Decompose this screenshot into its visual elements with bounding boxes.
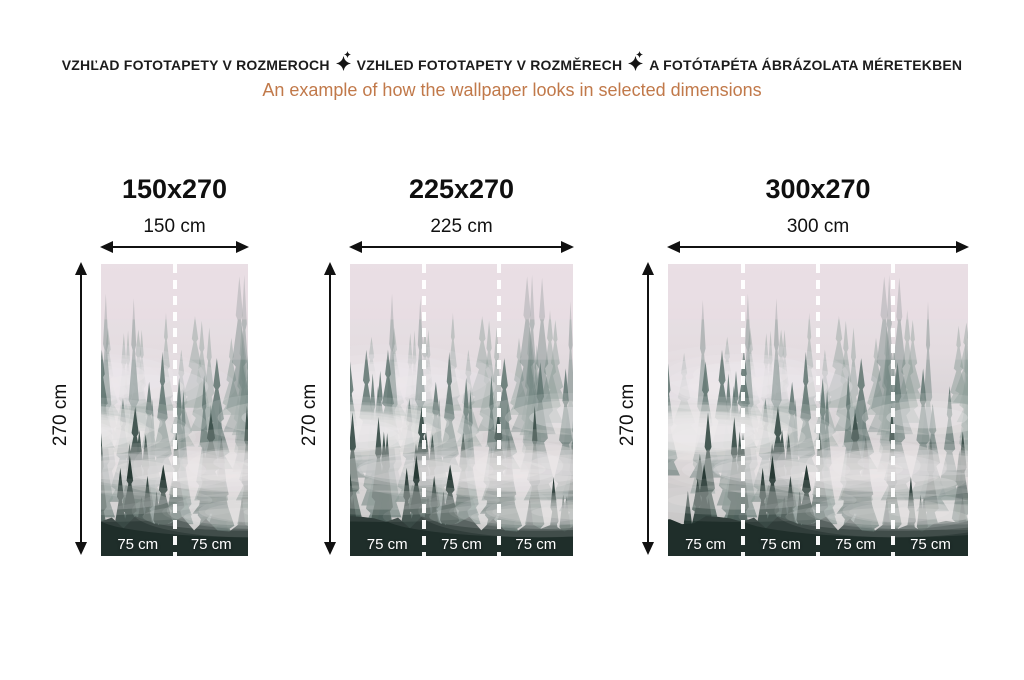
header-title-sk: VZHĽAD FOTOTAPETY V ROZMEROCH <box>61 56 330 73</box>
height-arrow <box>324 262 336 555</box>
size-title: 150x270 <box>121 174 228 204</box>
panel-width-label: 75 cm <box>117 536 159 553</box>
width-dimension-label: 225 cm <box>430 216 493 237</box>
panel-divider <box>816 264 820 556</box>
header-subtitle: An example of how the wallpaper looks in… <box>262 80 762 100</box>
panel-width-label: 75 cm <box>685 536 726 553</box>
width-arrow <box>349 241 574 253</box>
panel-width-labels: 75 cm 75 cm 75 cm 75 cm <box>668 536 968 553</box>
panel-width-label: 75 cm <box>515 536 557 553</box>
arrow-line <box>80 265 82 552</box>
arrowhead-down-icon <box>642 542 654 555</box>
width-arrow <box>667 241 969 253</box>
arrowhead-down-icon <box>324 542 336 555</box>
size-title: 300x270 <box>765 174 871 204</box>
panel-divider <box>741 264 745 556</box>
panel-divider <box>891 264 895 556</box>
wallpaper-preview-image: 75 cm 75 cm 75 cm 75 cm <box>668 264 968 556</box>
panel-width-label: 75 cm <box>760 536 801 553</box>
header-title-hu: A FOTÓTAPÉTA ÁBRÁZOLATA MÉRETEKBEN <box>649 56 963 73</box>
panel-width-label: 75 cm <box>441 536 482 553</box>
arrowhead-right-icon <box>561 241 574 253</box>
preview-225x270: 225x270 225 cm 270 cm 75 cm 75 cm 75 cm <box>280 170 580 562</box>
panel-divider <box>172 264 177 556</box>
foggy-forest-photo <box>350 264 573 556</box>
preview-150x270: 150x270 150 cm 270 cm 75 cm 75 cm <box>31 170 255 562</box>
height-arrow <box>642 262 654 555</box>
arrow-line <box>329 265 331 552</box>
width-dimension-label: 300 cm <box>786 216 850 237</box>
width-dimension-label: 150 cm <box>143 216 206 237</box>
panel-divider <box>496 264 501 556</box>
sparkle-icon <box>335 51 351 71</box>
header-title: VZHĽAD FOTOTAPETY V ROZMEROCH VZHLED FOT… <box>0 51 1024 78</box>
arrowhead-down-icon <box>75 542 87 555</box>
height-dimension-label: 270 cm <box>617 383 638 447</box>
height-dimension-label: 270 cm <box>299 383 320 447</box>
arrow-line <box>352 246 571 248</box>
height-dimension-label: 270 cm <box>50 383 71 447</box>
panel-divider <box>422 264 427 556</box>
panel-width-label: 75 cm <box>366 536 408 553</box>
preview-300x270: 300x270 300 cm 270 cm 75 cm 75 cm 75 cm … <box>598 170 975 562</box>
panel-width-label: 75 cm <box>835 536 876 553</box>
panel-width-labels: 75 cm 75 cm 75 cm <box>350 536 573 553</box>
size-title: 225x270 <box>408 174 515 204</box>
sparkle-icon <box>628 51 644 71</box>
panel-width-label: 75 cm <box>190 536 232 553</box>
wallpaper-preview-image: 75 cm 75 cm 75 cm <box>350 264 573 556</box>
arrowhead-right-icon <box>956 241 969 253</box>
panel-width-labels: 75 cm 75 cm <box>101 536 248 553</box>
width-arrow <box>100 241 249 253</box>
arrow-line <box>670 246 966 248</box>
height-arrow <box>75 262 87 555</box>
header-title-cz: VZHLED FOTOTAPETY V ROZMĚRECH <box>356 56 623 73</box>
arrow-line <box>647 265 649 552</box>
wallpaper-preview-image: 75 cm 75 cm <box>101 264 248 556</box>
arrowhead-right-icon <box>236 241 249 253</box>
panel-width-label: 75 cm <box>910 536 951 553</box>
arrow-line <box>103 246 246 248</box>
